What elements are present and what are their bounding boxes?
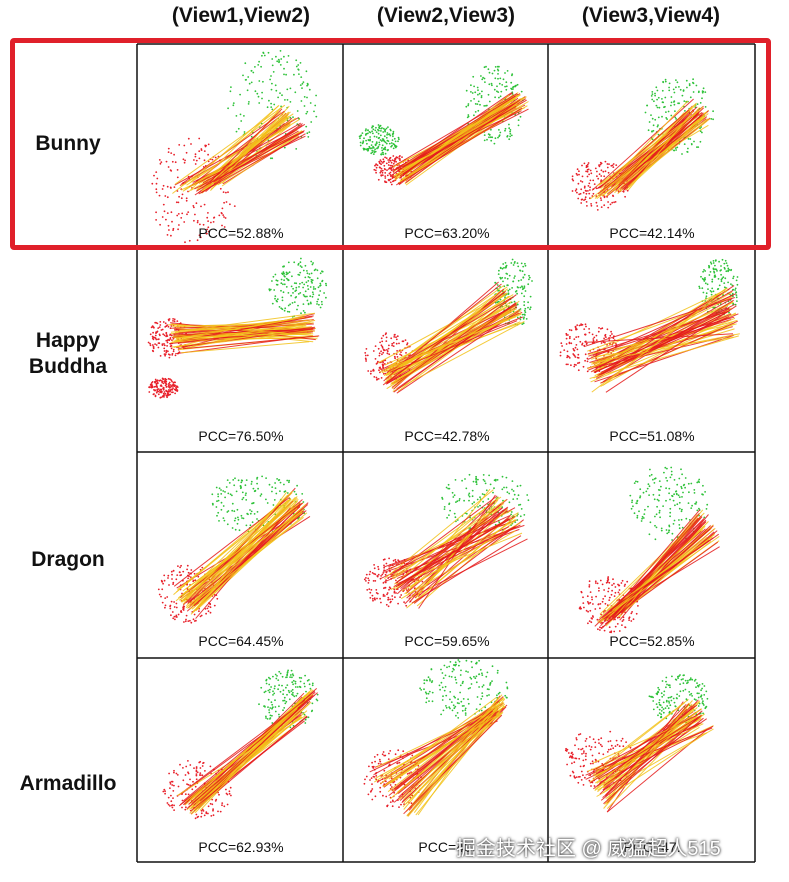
pcc-value: PCC=59.65% [404, 633, 490, 649]
point-cloud-correspondence-image [363, 473, 530, 609]
partial-point-cloud [358, 124, 400, 156]
pcc-value: PCC=40. [418, 839, 476, 855]
correspondence-lines [590, 98, 711, 200]
cell-happy-buddha-2: PCC=42.78% [344, 248, 550, 450]
correspondence-lines [173, 487, 311, 619]
row-label-armadillo: Armadillo [19, 772, 117, 795]
correspondence-lines [585, 699, 714, 813]
cell-armadillo-3: PCC=47. [549, 659, 755, 861]
correspondence-lines [583, 285, 740, 393]
point-cloud-correspondence-image [162, 669, 319, 820]
row-label-dragon: Dragon [31, 548, 105, 571]
row-label-bunny: Bunny [35, 132, 101, 155]
point-cloud-correspondence-image [147, 257, 328, 399]
point-cloud-correspondence-image [363, 659, 509, 817]
correspondence-lines [387, 92, 529, 186]
pcc-value: PCC=42.78% [404, 428, 490, 444]
correspondence-lines [380, 488, 528, 609]
row-label-happy-buddha: Happy Buddha [28, 329, 108, 378]
pcc-value: PCC=52.85% [609, 633, 695, 649]
cell-armadillo-1: PCC=62.93% [138, 659, 344, 861]
watermark: 掘金技术社区 @ 威猛超人515 [456, 838, 721, 860]
cell-bunny-3: PCC=42.14% [549, 45, 755, 247]
target-point-cloud [419, 659, 509, 719]
pcc-value: PCC=62.93% [198, 839, 284, 855]
correspondence-lines [168, 312, 320, 355]
point-cloud-correspondence-image [364, 258, 533, 394]
cell-happy-buddha-3: PCC=51.08% [549, 248, 755, 450]
cell-bunny-1: PCC=52.88% [138, 45, 344, 247]
target-point-cloud [227, 50, 318, 160]
column-header-2: (View2,View3) [376, 4, 516, 27]
pcc-value: PCC=47. [623, 839, 681, 855]
pcc-value: PCC=76.50% [198, 428, 284, 444]
point-cloud-correspondence-image [358, 65, 529, 186]
target-point-cloud [648, 674, 709, 725]
target-point-cloud [268, 257, 328, 318]
cell-dragon-1: PCC=64.45% [138, 453, 344, 655]
cell-armadillo-2: PCC=40. [344, 659, 550, 861]
pcc-value: PCC=52.88% [198, 225, 284, 241]
cell-bunny-2: PCC=63.20% [344, 45, 550, 247]
point-cloud-correspondence-image [571, 78, 714, 211]
pcc-value: PCC=42.14% [609, 225, 695, 241]
cell-dragon-3: PCC=52.85% [549, 453, 755, 655]
point-cloud-correspondence-image [151, 50, 318, 244]
partial-point-cloud [148, 377, 179, 399]
cell-happy-buddha-1: PCC=76.50% [138, 248, 344, 450]
point-cloud-correspondence-image [564, 674, 714, 813]
pcc-value: PCC=51.08% [609, 428, 695, 444]
cell-dragon-2: PCC=59.65% [344, 453, 550, 655]
point-cloud-correspondence-image [559, 258, 740, 393]
column-header-3: (View3,View4) [581, 4, 721, 27]
point-cloud-correspondence-image [578, 466, 720, 634]
pcc-value: PCC=64.45% [198, 633, 284, 649]
column-header-1: (View1,View2) [171, 4, 311, 27]
correspondence-lines [594, 509, 720, 630]
correspondence-lines [377, 281, 525, 394]
correspondence-lines [176, 688, 318, 815]
pcc-value: PCC=63.20% [404, 225, 490, 241]
correspondence-lines [172, 104, 306, 196]
bunny-row-highlight [10, 38, 771, 250]
point-cloud-correspondence-image [157, 475, 311, 624]
correspondence-lines [369, 694, 508, 817]
